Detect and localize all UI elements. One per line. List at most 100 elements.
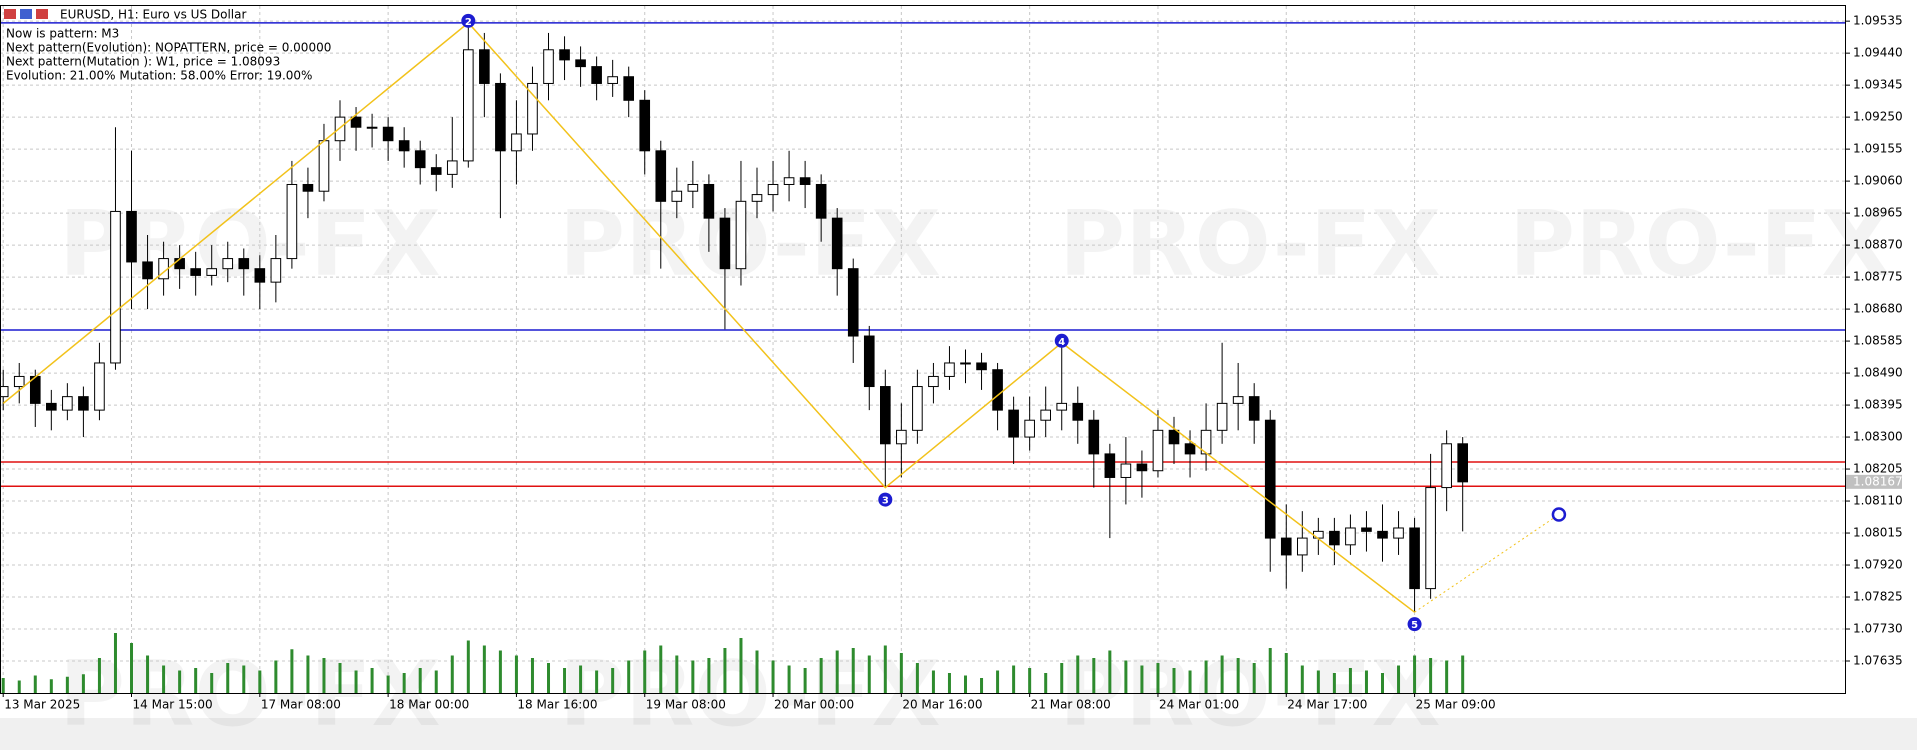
volume-bar — [1, 678, 5, 693]
candle-body — [1409, 527, 1420, 590]
volume-bar — [1140, 665, 1144, 693]
volume-bar — [482, 645, 486, 693]
y-tick-label: 1.07920 — [1853, 558, 1903, 572]
volume-bar — [579, 665, 583, 693]
volume-bar — [1092, 658, 1096, 693]
volume-bar — [17, 680, 21, 693]
volume-bar — [210, 673, 214, 693]
candle-body — [286, 183, 298, 260]
candle-layer — [0, 22, 1468, 613]
candle-body — [495, 82, 506, 152]
volume-layer — [1, 633, 1465, 693]
annotation: Next pattern(Evolution): NOPATTERN, pric… — [6, 41, 331, 55]
volume-bar — [851, 648, 855, 693]
x-tick-label: 24 Mar 17:00 — [1287, 698, 1367, 712]
volume-bar — [1012, 665, 1016, 693]
candle-body — [1072, 402, 1084, 421]
y-tick-label: 1.08775 — [1853, 270, 1903, 284]
watermark: PRO-FX — [559, 192, 941, 297]
candle-body — [334, 116, 346, 142]
candle-body — [1280, 537, 1292, 556]
candle-body — [831, 217, 843, 270]
volume-bar — [226, 663, 230, 693]
volume-bar — [964, 675, 968, 693]
candle-body — [751, 194, 763, 202]
volume-bar — [771, 660, 775, 693]
watermark-layer: PRO-FX PRO-FX PRO-FX PRO-FX PRO-FX PRO-FX PRO-… — [59, 192, 1891, 747]
volume-bar — [899, 653, 903, 693]
x-tick-label: 21 Mar 08:00 — [1031, 698, 1111, 712]
candle-body — [1216, 402, 1228, 431]
pivot-label: 4 — [1058, 337, 1065, 348]
y-tick-label: 1.09155 — [1853, 142, 1903, 156]
candle-body — [928, 375, 939, 388]
volume-bar — [739, 638, 743, 693]
y-tick-label: 1.08395 — [1853, 398, 1903, 412]
candle-body — [1168, 429, 1180, 445]
candle-body — [78, 396, 89, 411]
candle-body — [992, 369, 1003, 411]
candle-body — [879, 386, 891, 445]
volume-bar — [1380, 673, 1384, 693]
candle-body — [783, 177, 795, 185]
volume-bar — [563, 668, 567, 693]
x-tick-label: 20 Mar 16:00 — [902, 698, 982, 712]
forecast-marker — [1551, 507, 1567, 522]
candle-body — [174, 258, 185, 270]
candle-body — [1040, 409, 1052, 421]
candle-body — [623, 76, 635, 101]
candle-body — [944, 362, 955, 377]
candle-body — [1008, 409, 1019, 438]
grid-layer — [0, 6, 1846, 693]
candle-body — [479, 49, 490, 84]
candle-body — [222, 258, 234, 270]
zigzag-layer: 2 3 4 5 — [2, 13, 1567, 632]
current-price-box — [1846, 474, 1902, 489]
candle-body — [190, 268, 201, 276]
volume-bar — [867, 655, 871, 693]
volume-bar — [787, 665, 791, 693]
x-tick-label: 18 Mar 16:00 — [517, 698, 597, 712]
watermark: PRO-FX — [1059, 192, 1441, 297]
volume-bar — [611, 668, 615, 693]
candle-body — [1393, 527, 1404, 539]
y-tick-label: 1.08300 — [1853, 430, 1903, 444]
candle-body — [350, 116, 362, 128]
symbol-icon — [36, 9, 48, 19]
volume-bar — [1348, 668, 1352, 693]
watermark: PRO-FX — [59, 642, 441, 747]
volume-bar — [835, 650, 839, 693]
volume-bar — [659, 645, 663, 693]
candle-body — [1024, 419, 1035, 438]
candle-body — [62, 396, 73, 411]
candle-body — [1345, 527, 1356, 546]
volume-bar — [996, 670, 1000, 693]
candle-body — [655, 150, 667, 202]
pivot-label: 3 — [882, 496, 889, 507]
candle-body — [735, 200, 747, 270]
volume-bar — [194, 668, 198, 693]
volume-bar — [755, 650, 759, 693]
y-tick-label: 1.07825 — [1853, 590, 1903, 604]
candle-body — [511, 133, 522, 152]
candle-body — [318, 140, 330, 192]
candle-body — [46, 402, 57, 411]
volume-bar — [819, 658, 823, 693]
candle-body — [639, 99, 651, 152]
watermark: PRO-FX — [1509, 192, 1891, 297]
volume-bar — [1044, 673, 1048, 693]
volume-bar — [1316, 670, 1320, 693]
y-tick-label: 1.08680 — [1853, 302, 1903, 316]
candle-body — [767, 183, 779, 196]
candle-body — [1457, 443, 1468, 483]
candle-body — [703, 183, 715, 219]
candle-body — [799, 177, 811, 185]
pivot-marker — [461, 13, 476, 28]
volume-bar — [306, 655, 310, 693]
volume-bar — [514, 655, 518, 693]
volume-bar — [643, 650, 647, 693]
pivot-marker — [1054, 333, 1069, 348]
volume-bar — [290, 649, 294, 693]
volume-bar — [915, 663, 919, 693]
